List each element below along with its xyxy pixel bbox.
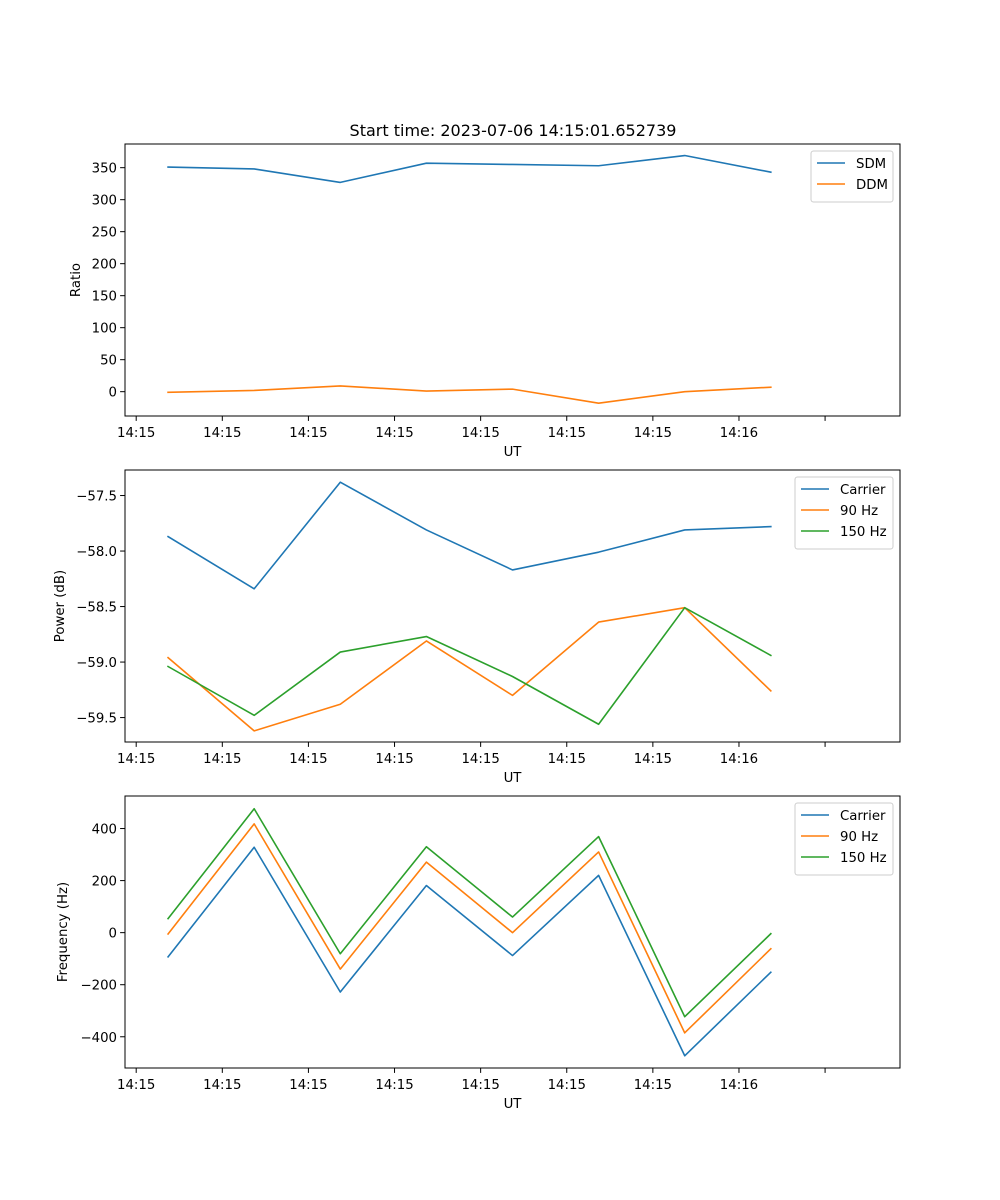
frequency-legend-label: Carrier bbox=[840, 809, 886, 824]
frequency-y-tick-label: −400 bbox=[80, 1031, 117, 1046]
power-x-tick-label: 14:15 bbox=[375, 752, 413, 767]
ratio-series-sdm bbox=[167, 154, 772, 184]
ratio-y-tick-label: 350 bbox=[92, 162, 117, 177]
power-y-axis-label: Power (dB) bbox=[53, 570, 68, 642]
ratio-x-tick-label: 14:15 bbox=[461, 426, 499, 441]
power-y-tick-label: −59.0 bbox=[76, 656, 117, 671]
ratio-series-ddm bbox=[167, 385, 772, 405]
ratio-y-tick-label: 200 bbox=[92, 258, 117, 273]
ratio-legend-label: SDM bbox=[856, 157, 886, 172]
frequency-x-tick-label: 14:15 bbox=[117, 1078, 155, 1093]
ratio-y-axis-label: Ratio bbox=[69, 263, 84, 297]
power-y-tick-label: −59.5 bbox=[76, 712, 117, 727]
frequency-legend-label: 150 Hz bbox=[840, 851, 887, 866]
power-x-tick-label: 14:16 bbox=[720, 752, 758, 767]
power-axes-frame bbox=[124, 469, 901, 743]
ratio-y-tick-label: 0 bbox=[109, 386, 117, 401]
ratio-legend-label: DDM bbox=[856, 178, 888, 193]
power-x-tick-label: 14:15 bbox=[289, 752, 327, 767]
frequency-y-tick-label: 200 bbox=[92, 875, 117, 890]
frequency-legend: Carrier 90 Hz 150 Hz bbox=[794, 802, 894, 876]
frequency-x-tick-label: 14:15 bbox=[548, 1078, 586, 1093]
frequency-series-90-hz bbox=[166, 823, 772, 1034]
power-y-tick-label: −58.0 bbox=[76, 545, 117, 560]
ratio-y-tick-label: 250 bbox=[92, 226, 117, 241]
frequency-y-tick-label: 400 bbox=[92, 823, 117, 838]
power-y-tick-label: −57.5 bbox=[76, 490, 117, 505]
frequency-y-tick-label: 0 bbox=[109, 927, 117, 942]
frequency-panel: 14:15 14:15 14:15 14:15 14:15 14:15 14:15 14:16… bbox=[56, 795, 901, 1112]
frequency-axes-frame bbox=[124, 795, 901, 1069]
power-legend-label: 150 Hz bbox=[840, 525, 887, 540]
frequency-x-tick-label: 14:15 bbox=[634, 1078, 672, 1093]
ratio-x-tick-label: 14:15 bbox=[634, 426, 672, 441]
ratio-y-tick-label: 50 bbox=[100, 354, 117, 369]
ratio-y-tick-label: 150 bbox=[92, 290, 117, 305]
ratio-x-tick-label: 14:16 bbox=[720, 426, 758, 441]
power-x-tick-label: 14:15 bbox=[203, 752, 241, 767]
frequency-legend-label: 90 Hz bbox=[840, 830, 878, 845]
power-x-tick-label: 14:15 bbox=[634, 752, 672, 767]
frequency-y-axis-label: Frequency (Hz) bbox=[56, 882, 71, 982]
power-x-tick-label: 14:15 bbox=[461, 752, 499, 767]
ratio-x-tick-label: 14:15 bbox=[375, 426, 413, 441]
power-y-tick-label: −58.5 bbox=[76, 601, 117, 616]
power-panel: 14:15 14:15 14:15 14:15 14:15 14:15 14:15 14:16… bbox=[53, 469, 901, 786]
frequency-x-tick-label: 14:15 bbox=[203, 1078, 241, 1093]
ratio-legend: SDM DDM bbox=[810, 150, 894, 203]
ratio-x-tick-label: 14:15 bbox=[289, 426, 327, 441]
power-x-tick-label: 14:15 bbox=[117, 752, 155, 767]
frequency-x-tick-label: 14:15 bbox=[375, 1078, 413, 1093]
ratio-axes-frame bbox=[124, 143, 901, 417]
frequency-series-carrier bbox=[166, 846, 772, 1057]
ratio-y-tick-label: 300 bbox=[92, 194, 117, 209]
power-legend-label: Carrier bbox=[840, 483, 886, 498]
frequency-x-tick-label: 14:15 bbox=[289, 1078, 327, 1093]
power-series-carrier bbox=[166, 481, 772, 590]
power-series-150-hz bbox=[166, 606, 772, 726]
chart-title: Start time: 2023-07-06 14:15:01.652739 bbox=[350, 121, 677, 140]
ratio-x-tick-label: 14:15 bbox=[117, 426, 155, 441]
frequency-x-axis-label: UT bbox=[504, 1097, 523, 1112]
ratio-y-tick-label: 100 bbox=[92, 322, 117, 337]
ratio-x-axis-label: UT bbox=[504, 445, 523, 460]
ratio-x-tick-label: 14:15 bbox=[548, 426, 586, 441]
power-legend: Carrier 90 Hz 150 Hz bbox=[794, 476, 894, 550]
frequency-y-tick-label: −200 bbox=[80, 979, 117, 994]
power-x-axis-label: UT bbox=[504, 771, 523, 786]
ratio-panel: 14:15 14:15 14:15 14:15 14:15 14:15 14:15 14:16… bbox=[69, 143, 901, 460]
power-legend-label: 90 Hz bbox=[840, 504, 878, 519]
power-x-tick-label: 14:15 bbox=[548, 752, 586, 767]
ratio-x-tick-label: 14:15 bbox=[203, 426, 241, 441]
frequency-x-tick-label: 14:15 bbox=[461, 1078, 499, 1093]
frequency-x-tick-label: 14:16 bbox=[720, 1078, 758, 1093]
frequency-series-150-hz bbox=[166, 807, 772, 1018]
power-series-90-hz bbox=[166, 606, 772, 732]
